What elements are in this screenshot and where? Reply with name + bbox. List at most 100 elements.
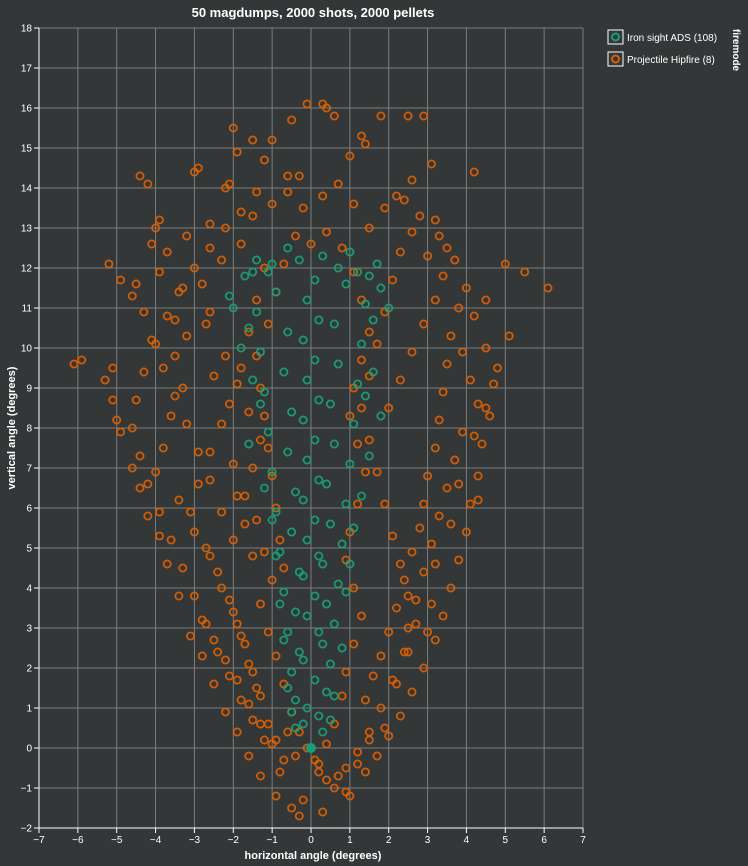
data-point xyxy=(298,655,308,665)
data-point xyxy=(349,523,359,533)
data-point xyxy=(298,415,308,425)
x-tick-label: 6 xyxy=(541,835,547,846)
data-point xyxy=(426,159,436,169)
data-point xyxy=(217,583,227,593)
data-point xyxy=(481,295,491,305)
data-point xyxy=(314,711,324,721)
data-point xyxy=(283,171,293,181)
data-point xyxy=(143,179,153,189)
data-point xyxy=(492,363,502,373)
data-point xyxy=(263,319,273,329)
data-point xyxy=(376,111,386,121)
data-point xyxy=(349,639,359,649)
data-point xyxy=(318,251,328,261)
data-point xyxy=(333,771,343,781)
data-point xyxy=(283,727,293,737)
data-point xyxy=(399,647,409,657)
data-point xyxy=(248,211,258,221)
data-point xyxy=(353,379,363,389)
data-point xyxy=(333,579,343,589)
data-point xyxy=(337,691,347,701)
data-point xyxy=(205,551,215,561)
legend-item-iron-sight-box[interactable] xyxy=(607,29,624,45)
data-point xyxy=(388,675,398,685)
data-point xyxy=(182,331,192,341)
data-point xyxy=(423,251,433,261)
data-point xyxy=(426,599,436,609)
y-tick-label: 2 xyxy=(26,664,32,675)
data-point xyxy=(232,727,242,737)
legend: firemode Iron sight ADS (108) Projectile… xyxy=(607,29,741,72)
data-point xyxy=(294,647,304,657)
legend-item-iron-sight-swatch xyxy=(611,32,620,42)
data-point xyxy=(457,347,467,357)
data-point xyxy=(201,543,211,553)
data-point xyxy=(314,475,324,485)
y-tick-label: 4 xyxy=(26,584,32,595)
data-point xyxy=(403,591,413,601)
data-point xyxy=(360,139,370,149)
data-point xyxy=(100,375,110,385)
data-point xyxy=(151,223,161,233)
data-point xyxy=(259,547,269,557)
data-point xyxy=(360,767,370,777)
data-point xyxy=(364,327,374,337)
data-point xyxy=(302,295,312,305)
data-point xyxy=(193,447,203,457)
data-point xyxy=(271,651,281,661)
data-point xyxy=(419,663,429,673)
data-point xyxy=(259,411,269,421)
data-point xyxy=(236,239,246,249)
data-point xyxy=(321,687,331,697)
series-iron-sight-ads-108- xyxy=(224,243,394,753)
data-point xyxy=(69,359,79,369)
data-point xyxy=(356,355,366,365)
data-point xyxy=(415,523,425,533)
data-point xyxy=(446,583,456,593)
data-point xyxy=(259,735,269,745)
data-point xyxy=(430,295,440,305)
x-tick-label: 7 xyxy=(580,835,586,846)
data-point xyxy=(232,147,242,157)
data-point xyxy=(423,471,433,481)
data-point xyxy=(236,207,246,217)
data-point xyxy=(302,703,312,713)
data-point xyxy=(391,191,401,201)
data-point xyxy=(407,547,417,557)
data-point xyxy=(430,215,440,225)
data-point xyxy=(279,563,289,573)
data-point xyxy=(442,243,452,253)
data-point xyxy=(104,259,114,269)
data-point xyxy=(450,455,460,465)
data-point xyxy=(473,495,483,505)
y-tick-label: 5 xyxy=(26,544,32,555)
legend-item-hipfire-box[interactable] xyxy=(607,51,624,67)
data-point xyxy=(419,319,429,329)
data-point xyxy=(500,259,510,269)
data-point xyxy=(178,563,188,573)
data-point xyxy=(419,111,429,121)
data-point xyxy=(345,559,355,569)
data-point xyxy=(279,259,289,269)
data-point xyxy=(318,807,328,817)
data-point xyxy=(310,435,320,445)
series-projectile-hipfire-8- xyxy=(69,99,553,821)
legend-title: firemode xyxy=(730,29,741,72)
data-point xyxy=(341,499,351,509)
legend-item-hipfire-swatch xyxy=(611,54,620,64)
data-point xyxy=(255,691,265,701)
data-point xyxy=(283,627,293,637)
data-point xyxy=(504,331,514,341)
data-point xyxy=(154,507,164,517)
x-tick-label: 4 xyxy=(464,835,470,846)
data-point xyxy=(333,179,343,189)
data-point xyxy=(279,587,289,597)
data-point xyxy=(477,439,487,449)
data-point xyxy=(310,591,320,601)
data-point xyxy=(321,739,331,749)
data-point xyxy=(290,695,300,705)
y-tick-label: 18 xyxy=(21,24,33,35)
data-point xyxy=(252,295,262,305)
data-point xyxy=(302,455,312,465)
data-point xyxy=(139,307,149,317)
